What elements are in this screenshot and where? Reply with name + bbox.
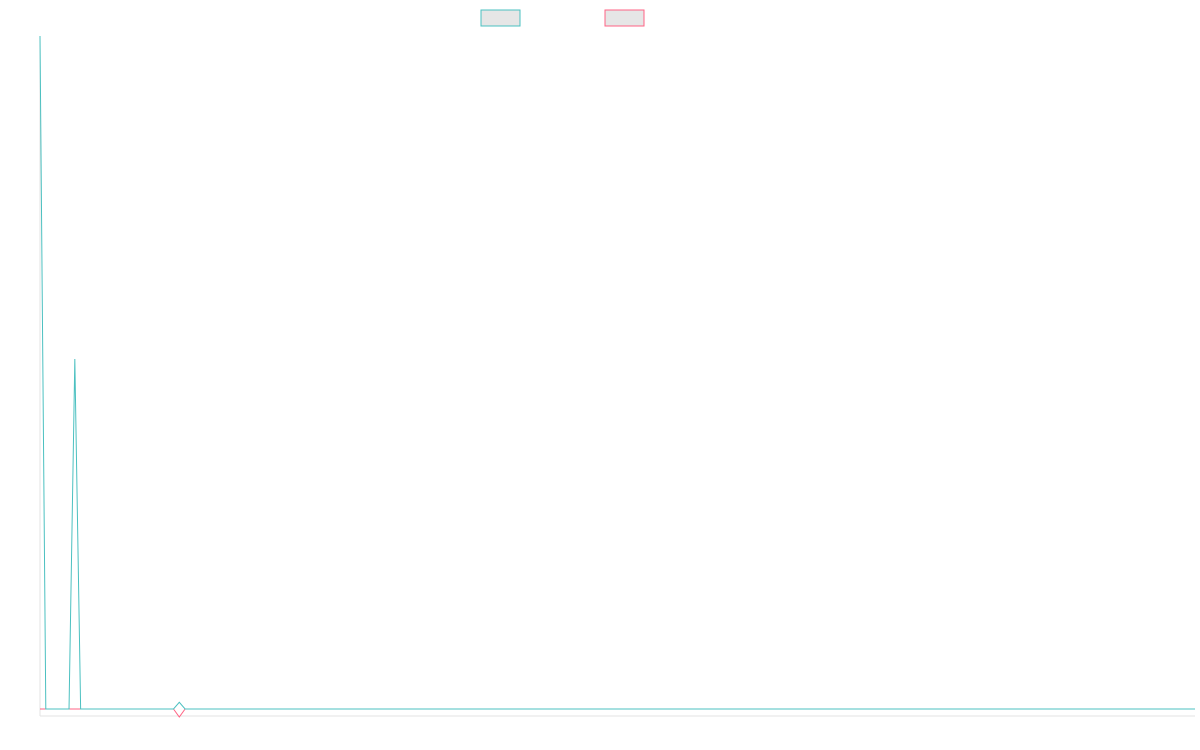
legend-swatch-1[interactable] xyxy=(480,9,521,27)
legend xyxy=(480,9,645,27)
series-layer xyxy=(39,35,1195,718)
legend-swatch-2[interactable] xyxy=(604,9,645,27)
axes xyxy=(39,36,1195,717)
series-line-1 xyxy=(39,35,1195,710)
